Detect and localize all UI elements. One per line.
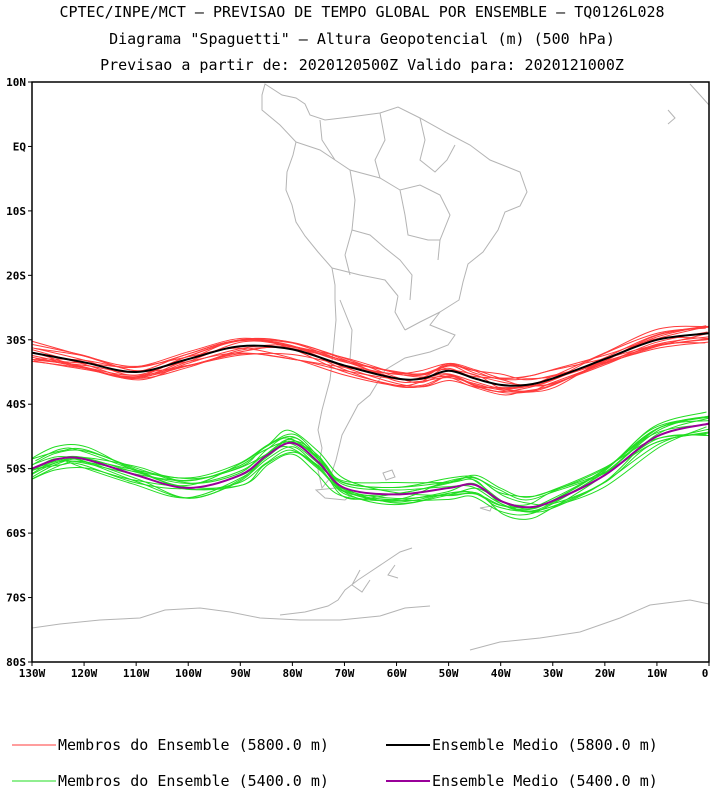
- lon-tick-label: 90W: [230, 667, 250, 680]
- falkland-islands: [382, 469, 396, 481]
- legend-label-mean-5400: Ensemble Medio (5400.0 m): [432, 772, 658, 790]
- antarctic-peninsula: [279, 547, 413, 616]
- lat-tick-label: 10N: [6, 76, 26, 89]
- lon-tick-label: 30W: [543, 667, 563, 680]
- ensemble-member-line: [32, 417, 709, 513]
- tierra-del-fuego: [314, 487, 353, 501]
- lon-tick-label: 100W: [175, 667, 202, 680]
- lat-tick-label: 40S: [6, 398, 26, 411]
- ensemble-member-line: [33, 336, 709, 387]
- lon-tick-label: 80W: [282, 667, 302, 680]
- lon-tick-label: 0: [702, 667, 709, 680]
- ensemble-member-line: [32, 415, 709, 520]
- lon-tick-label: 130W: [19, 667, 46, 680]
- ensemble-member-line: [34, 336, 709, 387]
- title-line-2: Diagrama "Spaguetti" – Altura Geopotenci…: [109, 30, 615, 48]
- legend: Membros do Ensemble (5800.0 m) Ensemble …: [12, 736, 658, 790]
- members-5800-group: [32, 325, 709, 396]
- lon-tick-label: 20W: [595, 667, 615, 680]
- ensemble-member-line: [35, 428, 709, 512]
- lon-tick-label: 110W: [123, 667, 150, 680]
- legend-label-members-5800: Membros do Ensemble (5800.0 m): [58, 736, 329, 754]
- ensemble-member-line: [35, 325, 709, 389]
- lat-tick-label: 70S: [6, 592, 26, 605]
- means-group: [32, 332, 709, 509]
- country-borders: [295, 112, 456, 361]
- ensemble-member-line: [32, 431, 709, 501]
- lat-tick-label: 50S: [6, 463, 26, 476]
- ensemble-mean-line: [32, 332, 709, 387]
- lat-tick-label: 80S: [6, 656, 26, 669]
- antarctica-coastline: [32, 599, 709, 651]
- lon-tick-label: 50W: [439, 667, 459, 680]
- lat-tick-label: 10S: [6, 205, 26, 218]
- title-line-1: CPTEC/INPE/MCT – PREVISAO DE TEMPO GLOBA…: [59, 3, 664, 21]
- lat-tick-label: 60S: [6, 527, 26, 540]
- lon-tick-label: 40W: [491, 667, 511, 680]
- lon-tick-label: 70W: [335, 667, 355, 680]
- legend-label-mean-5800: Ensemble Medio (5800.0 m): [432, 736, 658, 754]
- ensemble-mean-line: [32, 422, 709, 509]
- longitude-axis: 130W 120W 110W 100W 90W 80W 70W 60W 50W 40W 30W 20W…: [19, 662, 710, 680]
- title-line-3: Previsao a partir de: 2020120500Z Valido…: [100, 56, 624, 74]
- africa-coastline: [667, 83, 709, 125]
- lon-tick-label: 10W: [647, 667, 667, 680]
- ensemble-member-line: [35, 434, 709, 500]
- ensemble-member-line: [32, 416, 709, 511]
- members-5400-group: [32, 411, 709, 520]
- lat-tick-label: EQ: [13, 140, 27, 153]
- lon-tick-label: 120W: [71, 667, 98, 680]
- legend-label-members-5400: Membros do Ensemble (5400.0 m): [58, 772, 329, 790]
- lon-tick-label: 60W: [387, 667, 407, 680]
- latitude-axis: 10N EQ 10S 20S 30S 40S 50S 60S 70S 80S: [6, 76, 32, 669]
- map-frame: [31, 81, 710, 663]
- south-georgia: [479, 505, 493, 512]
- ensemble-member-line: [32, 415, 709, 512]
- south-america-coastline: [261, 83, 528, 490]
- lat-tick-label: 20S: [6, 269, 26, 282]
- lat-tick-label: 30S: [6, 334, 26, 347]
